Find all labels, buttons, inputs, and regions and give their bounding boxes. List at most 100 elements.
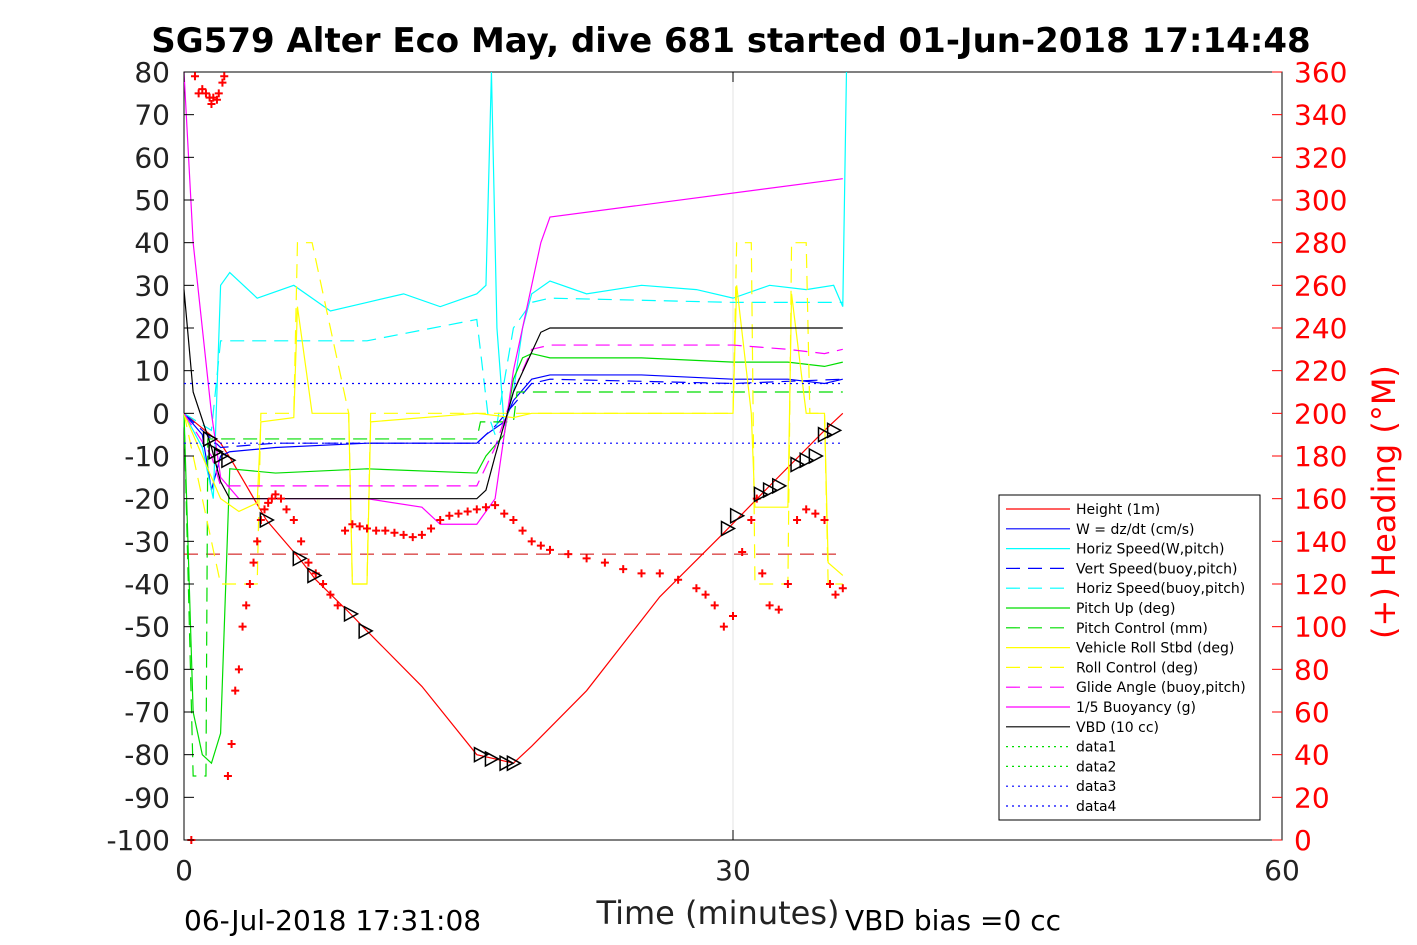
- y-tick-label: -20: [124, 483, 170, 516]
- y2-tick-label: 40: [1294, 739, 1330, 772]
- heading-point: [227, 740, 236, 748]
- x-tick-label: 0: [175, 854, 193, 887]
- heading-point: [282, 505, 291, 514]
- y2-tick-label: 0: [1294, 824, 1312, 857]
- triangle-marker: [473, 746, 490, 763]
- x-axis-label: Time (minutes): [596, 894, 840, 932]
- y2-tick-label: 140: [1294, 525, 1347, 558]
- heading-point: [481, 503, 490, 512]
- heading-point: [319, 580, 328, 588]
- heading-point: [253, 537, 262, 546]
- triangle-marker: [729, 507, 746, 524]
- heading-point: [600, 558, 609, 567]
- y-tick-label: 80: [134, 56, 170, 89]
- y-tick-label: 70: [134, 99, 170, 132]
- heading-point: [738, 548, 747, 556]
- triangle-marker: [292, 550, 308, 567]
- heading-point: [491, 501, 500, 510]
- heading-point: [333, 601, 342, 610]
- heading-point: [454, 509, 463, 518]
- y2-tick-label: 100: [1294, 611, 1347, 644]
- series-line: [183, 289, 843, 500]
- series-line: [183, 71, 843, 525]
- series-line: [183, 242, 843, 585]
- triangle-markers: [202, 422, 843, 772]
- heading-point: [408, 533, 417, 542]
- y-tick-label: -50: [124, 611, 170, 644]
- triangle-marker: [358, 622, 374, 640]
- heading-point: [242, 601, 251, 610]
- triangle-marker: [499, 754, 515, 772]
- heading-point: [472, 505, 481, 514]
- heading-point: [348, 520, 357, 529]
- heading-point: [820, 516, 829, 524]
- heading-point: [231, 686, 240, 695]
- triangle-marker: [762, 481, 779, 499]
- heading-point: [190, 72, 199, 81]
- heading-point: [655, 569, 664, 578]
- heading-points: [187, 72, 847, 844]
- heading-point: [214, 89, 223, 98]
- heading-point: [825, 580, 834, 588]
- triangle-marker: [808, 447, 824, 465]
- triangle-marker: [753, 486, 770, 503]
- triangle-marker: [259, 511, 275, 529]
- y-tick-label: -30: [124, 525, 170, 558]
- y2-tick-label: 300: [1294, 184, 1347, 217]
- triangle-marker: [208, 443, 224, 460]
- chart-title: SG579 Alter Eco May, dive 681 started 01…: [151, 21, 1310, 61]
- heading-point: [381, 526, 390, 535]
- y-tick-label: 10: [134, 355, 170, 388]
- triangle-marker: [307, 567, 323, 584]
- heading-point: [619, 565, 628, 574]
- triangle-marker: [506, 754, 522, 772]
- y-right-axis-label: (+) Heading (°M): [1365, 365, 1403, 639]
- triangle-marker: [213, 447, 230, 465]
- heading-point: [774, 605, 783, 614]
- y2-tick-label: 240: [1294, 312, 1347, 345]
- heading-point: [234, 665, 243, 674]
- heading-point: [245, 580, 254, 588]
- heading-point: [201, 89, 210, 98]
- heading-point: [417, 530, 426, 539]
- legend-label: W = dz/dt (cm/s): [1076, 522, 1195, 538]
- triangle-marker: [826, 422, 843, 439]
- heading-point: [692, 584, 701, 593]
- y-tick-label: 20: [134, 312, 170, 345]
- legend-label: Roll Control (deg): [1076, 660, 1198, 676]
- y-tick-label: -40: [124, 568, 170, 601]
- legend-label: Horiz Speed(W,pitch): [1076, 542, 1224, 558]
- y-tick-label: -80: [124, 739, 170, 772]
- heading-point: [304, 558, 313, 567]
- heading-point: [341, 526, 350, 535]
- heading-point: [783, 580, 792, 588]
- y2-tick-label: 360: [1294, 56, 1347, 89]
- heading-point: [518, 526, 527, 535]
- heading-point: [267, 494, 276, 503]
- series-line: [183, 378, 843, 449]
- y-tick-label: -90: [124, 781, 170, 814]
- series-line: [183, 285, 844, 585]
- heading-point: [399, 530, 408, 539]
- heading-point: [271, 490, 280, 499]
- heading-point: [729, 612, 737, 620]
- heading-point: [546, 545, 554, 554]
- legend-label: VBD (10 cc): [1076, 720, 1159, 736]
- legend-label: Horiz Speed(buoy,pitch): [1076, 581, 1245, 597]
- heading-point: [564, 550, 573, 559]
- heading-point: [326, 590, 335, 599]
- y-tick-label: -10: [124, 440, 170, 473]
- triangle-marker: [221, 452, 237, 469]
- legend-label: Height (1m): [1076, 502, 1160, 518]
- series-line: [183, 352, 843, 765]
- y2-tick-label: 60: [1294, 696, 1330, 729]
- heading-point: [264, 498, 273, 507]
- heading-point: [831, 590, 840, 599]
- y-tick-label: 30: [134, 269, 170, 302]
- triangle-marker: [720, 520, 737, 537]
- y2-tick-label: 160: [1294, 483, 1347, 516]
- y2-tick-label: 180: [1294, 440, 1347, 473]
- heading-point: [527, 537, 536, 546]
- y2-tick-label: 80: [1294, 653, 1330, 686]
